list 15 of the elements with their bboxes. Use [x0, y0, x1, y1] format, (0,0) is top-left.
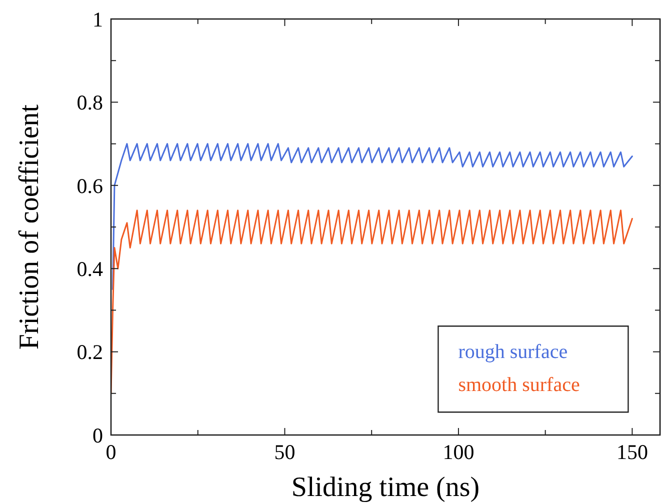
x-tick-label: 50: [274, 440, 296, 464]
y-tick-label: 0.2: [76, 340, 103, 364]
y-tick-label: 0.6: [76, 174, 103, 198]
line-series: [112, 143, 633, 290]
x-tick-label: 100: [442, 440, 474, 464]
y-tick-label: 0.4: [76, 256, 104, 281]
y-tick-label: 1: [92, 7, 103, 32]
y-tick-label: 0.8: [76, 90, 103, 115]
line-series: [111, 210, 633, 394]
y-axis-title: Friction of coefficient: [14, 104, 45, 350]
x-tick-label: 150: [616, 440, 648, 464]
x-axis-title: Sliding time (ns): [291, 472, 480, 503]
text: rough surface: [458, 341, 568, 364]
y-tick-label: 0: [92, 423, 103, 448]
text: smooth surface: [458, 374, 580, 396]
